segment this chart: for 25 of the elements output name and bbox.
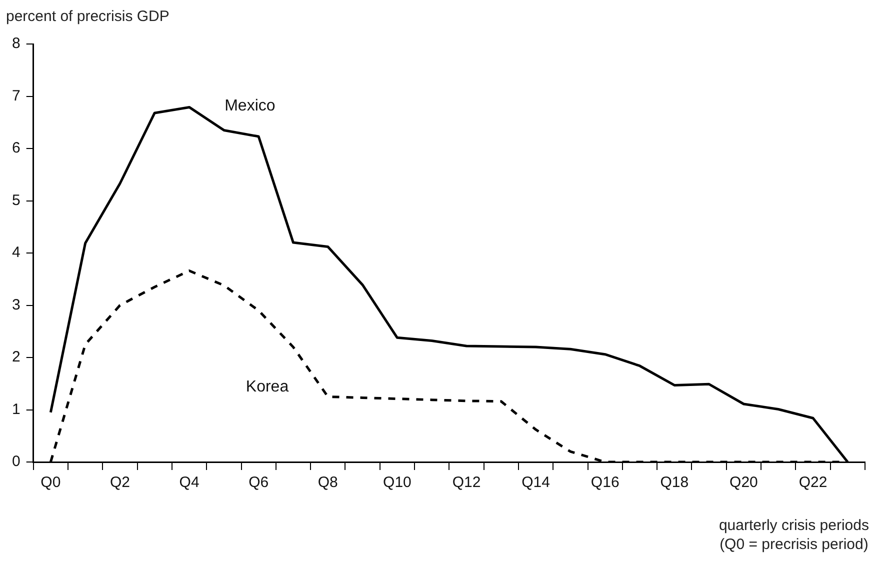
- x-tick-label: Q22: [798, 474, 828, 492]
- x-tick-label: Q8: [318, 474, 338, 492]
- x-tick-label: Q12: [452, 474, 481, 492]
- y-tick-label: 2: [12, 348, 20, 366]
- y-tick-label: 0: [12, 453, 20, 470]
- x-tick-label: Q0: [40, 474, 61, 492]
- x-tick-label: Q10: [383, 474, 412, 492]
- x-axis-title: quarterly crisis periods (Q0 = precrisis period): [718, 516, 869, 554]
- x-tick-label: Q16: [590, 474, 620, 492]
- y-tick-label: 8: [12, 35, 20, 52]
- x-tick-label: Q4: [179, 474, 200, 492]
- x-tick-label: Q2: [110, 474, 130, 492]
- y-tick-label: 6: [12, 140, 20, 157]
- x-tick-label: Q18: [660, 474, 689, 492]
- x-tick-label: Q14: [522, 474, 550, 492]
- y-tick-label: 7: [12, 87, 20, 104]
- y-tick-label: 1: [12, 400, 20, 418]
- x-tick-label: Q20: [730, 474, 758, 492]
- y-axis-title: percent of precrisis GDP: [6, 8, 170, 25]
- y-tick-label: 3: [12, 296, 20, 314]
- y-tick-label: 4: [12, 244, 20, 262]
- x-tick-label: Q6: [248, 474, 269, 492]
- series-label: Korea: [246, 378, 289, 396]
- series-label: Mexico: [224, 98, 276, 115]
- y-tick-label: 5: [12, 192, 20, 209]
